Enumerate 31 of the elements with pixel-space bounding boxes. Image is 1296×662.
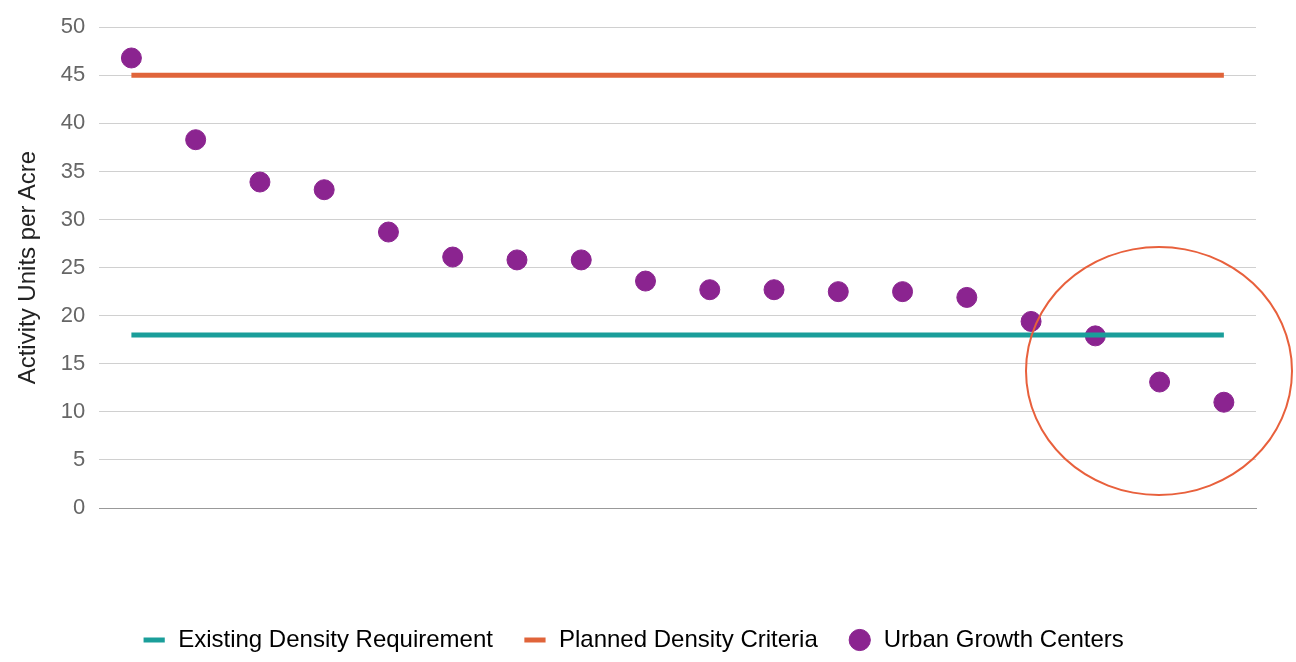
legend-label: Existing Density Requirement [178, 624, 494, 652]
point [956, 286, 978, 308]
legend-label: Urban Growth Centers [883, 624, 1124, 652]
point [185, 129, 207, 151]
point [442, 246, 464, 268]
y-tick-label: 0 [73, 494, 86, 520]
y-tick-label: 25 [60, 253, 86, 279]
y-tick-label: 30 [60, 205, 86, 231]
y-tick-label: 15 [60, 349, 86, 375]
point [763, 279, 785, 301]
y-tick-label: 10 [60, 397, 86, 423]
point [506, 249, 528, 271]
y-tick-label: 5 [73, 445, 86, 471]
point [249, 171, 271, 193]
point [1149, 371, 1171, 393]
point [120, 47, 142, 69]
point [570, 249, 592, 271]
y-tick-label: 35 [60, 157, 86, 183]
point [892, 281, 914, 303]
point [635, 270, 656, 292]
y-tick-label: 20 [60, 301, 86, 327]
y-tick-label: 40 [60, 109, 86, 135]
point [313, 179, 335, 201]
y-tick-label: 45 [60, 61, 86, 87]
legend-label: Planned Density Criteria [558, 624, 819, 652]
point [827, 281, 849, 303]
point [1213, 391, 1235, 413]
point [699, 279, 721, 301]
point [377, 221, 399, 243]
y-tick-label: 50 [60, 13, 86, 39]
y-axis-title: Activity Units per Acre [13, 150, 41, 385]
